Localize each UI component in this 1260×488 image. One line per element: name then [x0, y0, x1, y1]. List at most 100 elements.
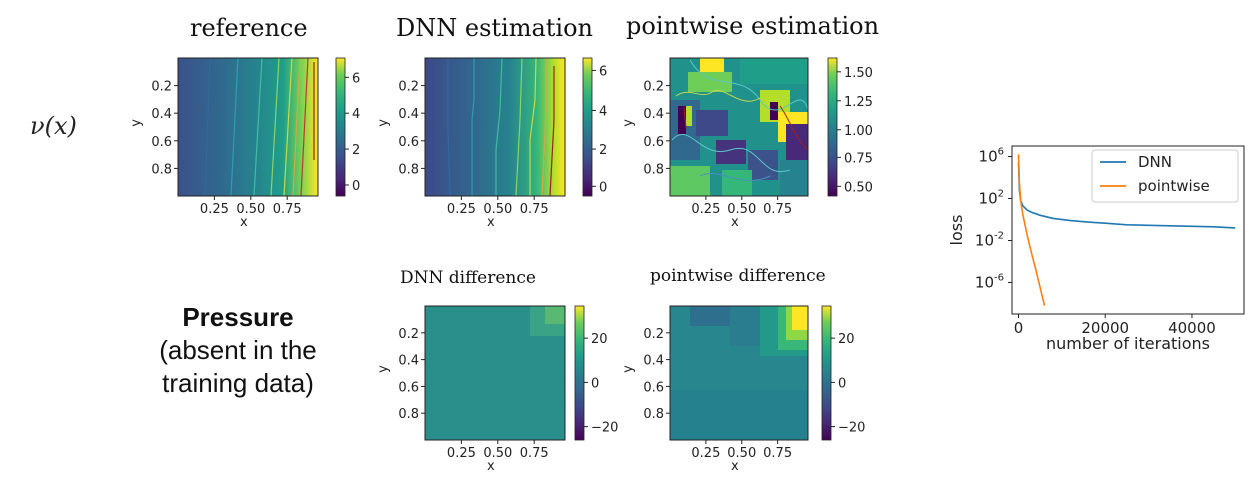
pointwise-difference-xtick-label: 0.50: [727, 446, 756, 461]
reference-colorbar-tick-label: 2: [352, 143, 360, 158]
dnn-difference-xlabel: x: [487, 459, 495, 474]
nu-row-label-text: ν(x): [30, 112, 77, 140]
dnn-estimation-xtick-label: 0.25: [447, 202, 476, 217]
dnn-estimation-ytick-label: 0.6: [398, 135, 419, 150]
dnn-difference-ytick-label: 0.2: [398, 327, 419, 342]
loss-ytick-label: 102: [979, 189, 1004, 208]
panel-title-pointwise-difference: pointwise difference: [650, 266, 826, 286]
dnn-estimation-colorbar-tick-label: 4: [599, 104, 607, 119]
loss-legend: DNN pointwise: [1091, 149, 1239, 203]
reference-ytick-label: 0.6: [151, 135, 172, 150]
pointwise-estimation-ytick-label: 0.8: [643, 162, 664, 177]
reference-xtick-label: 0.50: [236, 202, 265, 217]
loss-xtick-label: 40000: [1168, 319, 1216, 337]
dnn-estimation-colorbar-tick-label: 2: [599, 143, 607, 158]
reference-colorbar-tick-label: 4: [352, 107, 360, 122]
pointwise-estimation-xtick-label: 0.50: [727, 202, 756, 217]
reference-colorbar: [335, 57, 346, 197]
pressure-note-line-2: training data): [162, 368, 314, 398]
pointwise-difference-ytick-label: 0.8: [643, 407, 664, 422]
pointwise-estimation-xtick-label: 0.25: [691, 202, 720, 217]
dnn-difference-xtick-label: 0.25: [447, 446, 476, 461]
dnn-estimation-colorbar-tick-label: 6: [599, 64, 607, 79]
pointwise-estimation-xlabel: x: [731, 215, 739, 230]
pressure-note-line-1: (absent in the: [159, 335, 317, 365]
dnn-difference-ytick-label: 0.8: [398, 407, 419, 422]
dnn-estimation-heatmap: [424, 57, 566, 197]
loss-ylabel: loss: [947, 215, 966, 246]
pointwise-estimation-colorbar-tick-label: 1.25: [844, 95, 873, 110]
reference-xlabel: x: [240, 215, 248, 230]
loss-legend-box: [1091, 149, 1239, 203]
pointwise-estimation-ylabel: y: [621, 119, 636, 127]
loss-series-pointwise-line: [1017, 154, 1046, 306]
pointwise-estimation-heatmap: [670, 58, 808, 196]
pointwise-difference-colorbar-tick-label: 0: [838, 376, 846, 391]
panel-title-pointwise-estimation: pointwise estimation: [626, 12, 880, 40]
dnn-estimation-ytick-label: 0.2: [398, 80, 419, 95]
dnn-estimation-xtick-label: 0.75: [520, 202, 549, 217]
dnn-estimation-colorbar-tick-label: 0: [599, 180, 607, 195]
reference-ytick-label: 0.8: [151, 162, 172, 177]
loss-ticks-layer: 0 20000 40000 106 102 10-2 10-6: [975, 147, 1216, 338]
pointwise-difference-ytick-label: 0.4: [643, 354, 664, 369]
pointwise-difference-colorbar-tick-label: 20: [838, 332, 855, 347]
loss-plot-frame: [1011, 145, 1245, 315]
dnn-difference-colorbar-tick-label: 20: [591, 332, 608, 347]
reference-heatmap: [177, 57, 319, 197]
dnn-estimation-xlabel: x: [487, 215, 495, 230]
pointwise-difference-ytick-label: 0.2: [643, 327, 664, 342]
pointwise-estimation-colorbar-tick-label: 1.50: [844, 66, 873, 81]
dnn-difference-colorbar: [574, 305, 585, 441]
dnn-estimation-contours: [447, 57, 555, 197]
dnn-difference-xtick-label: 0.50: [483, 446, 512, 461]
dnn-difference-ytick-label: 0.6: [398, 380, 419, 395]
pointwise-estimation-colorbar-tick-label: 0.75: [844, 151, 873, 166]
pointwise-estimation-patches: [670, 58, 808, 196]
dnn-difference-colorbar-tick-label: 0: [591, 376, 599, 391]
panel-title-dnn-estimation: DNN estimation: [396, 14, 594, 42]
dnn-difference-ytick-label: 0.4: [398, 354, 419, 369]
pointwise-difference-ytick-label: 0.6: [643, 380, 664, 395]
reference-ytick-label: 0.4: [151, 107, 172, 122]
reference-colorbar-tick-label: 0: [352, 179, 360, 194]
loss-series-dnn-line: [1017, 161, 1236, 229]
dnn-estimation-ylabel: y: [376, 119, 391, 127]
loss-ytick-label: 10-2: [975, 231, 1004, 250]
legend-pointwise-label: pointwise: [1138, 177, 1210, 195]
dnn-estimation-ytick-label: 0.4: [398, 107, 419, 122]
reference-ytick-label: 0.2: [151, 80, 172, 95]
loss-ytick-label: 10-6: [975, 273, 1004, 292]
loss-plot: 0 20000 40000 106 102 10-2 10-6 number of iter…: [947, 145, 1245, 353]
pointwise-difference-heatmap: [670, 306, 808, 440]
reference-colorbar-tick-label: 6: [352, 71, 360, 86]
dnn-difference-colorbar-tick-label: −20: [591, 421, 618, 436]
pointwise-estimation-xtick-label: 0.75: [763, 202, 792, 217]
pointwise-estimation-contours: [671, 59, 808, 181]
pointwise-difference-colorbar-tick-label: −20: [838, 421, 865, 436]
reference-xtick-label: 0.75: [273, 202, 302, 217]
loss-ytick-label: 106: [979, 147, 1004, 166]
dnn-estimation-xtick-label: 0.50: [483, 202, 512, 217]
reference-contours: [204, 57, 315, 197]
pointwise-estimation-colorbar: [827, 57, 838, 197]
dnn-difference-xtick-label: 0.75: [520, 446, 549, 461]
pointwise-difference-ylabel: y: [621, 365, 636, 373]
dnn-estimation-colorbar: [582, 57, 593, 197]
pointwise-difference-xtick-label: 0.25: [691, 446, 720, 461]
pointwise-estimation-colorbar-tick-label: 1.00: [844, 124, 873, 139]
pressure-row-label: Pressure (absent in the training data): [118, 300, 358, 400]
loss-xtick-label: 20000: [1081, 319, 1129, 337]
dnn-estimation-ytick-label: 0.8: [398, 162, 419, 177]
nu-row-label: ν(x): [30, 112, 77, 140]
loss-xlabel: number of iterations: [1046, 334, 1210, 353]
loss-series-layer: [1017, 154, 1236, 306]
pointwise-estimation-ytick-label: 0.6: [643, 135, 664, 150]
pointwise-difference-colorbar: [821, 305, 832, 441]
panel-title-dnn-difference: DNN difference: [400, 268, 536, 288]
pointwise-difference-xtick-label: 0.75: [763, 446, 792, 461]
dnn-difference-ylabel: y: [376, 365, 391, 373]
pointwise-difference-xlabel: x: [731, 459, 739, 474]
